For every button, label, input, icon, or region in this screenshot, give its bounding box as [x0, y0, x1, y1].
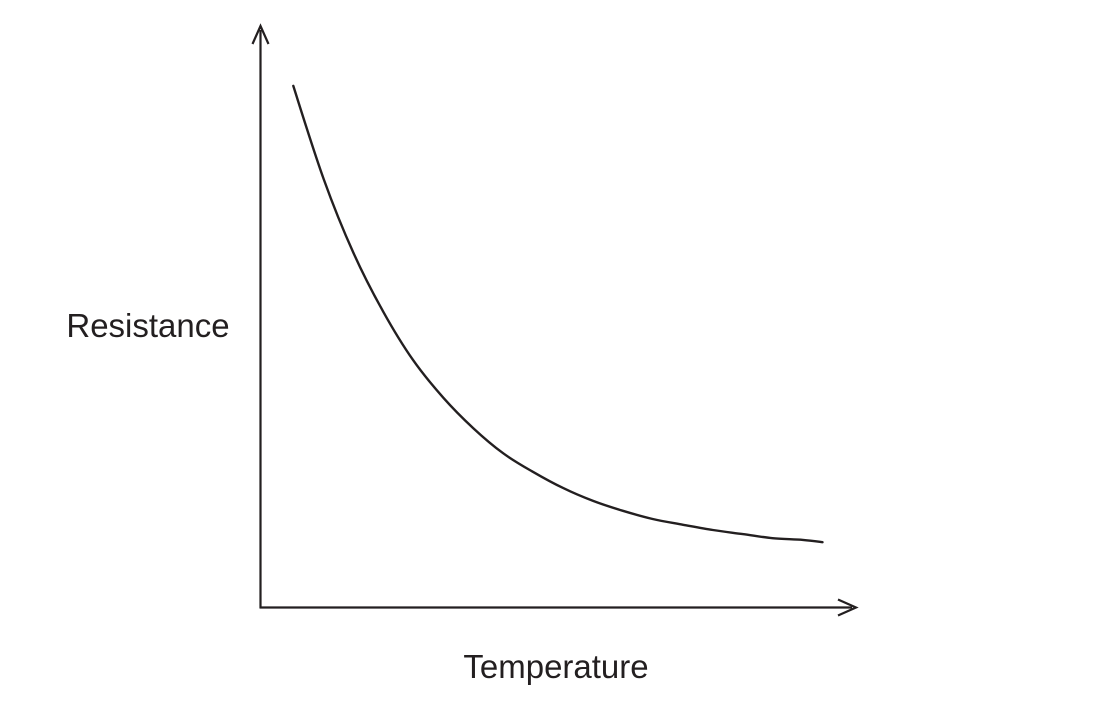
x-axis-arrowhead: [837, 598, 859, 617]
y-axis-arrowhead: [251, 23, 270, 45]
resistance-curve: [292, 84, 824, 544]
x-axis-label: Temperature: [463, 648, 649, 685]
y-axis-label: Resistance: [66, 307, 230, 344]
